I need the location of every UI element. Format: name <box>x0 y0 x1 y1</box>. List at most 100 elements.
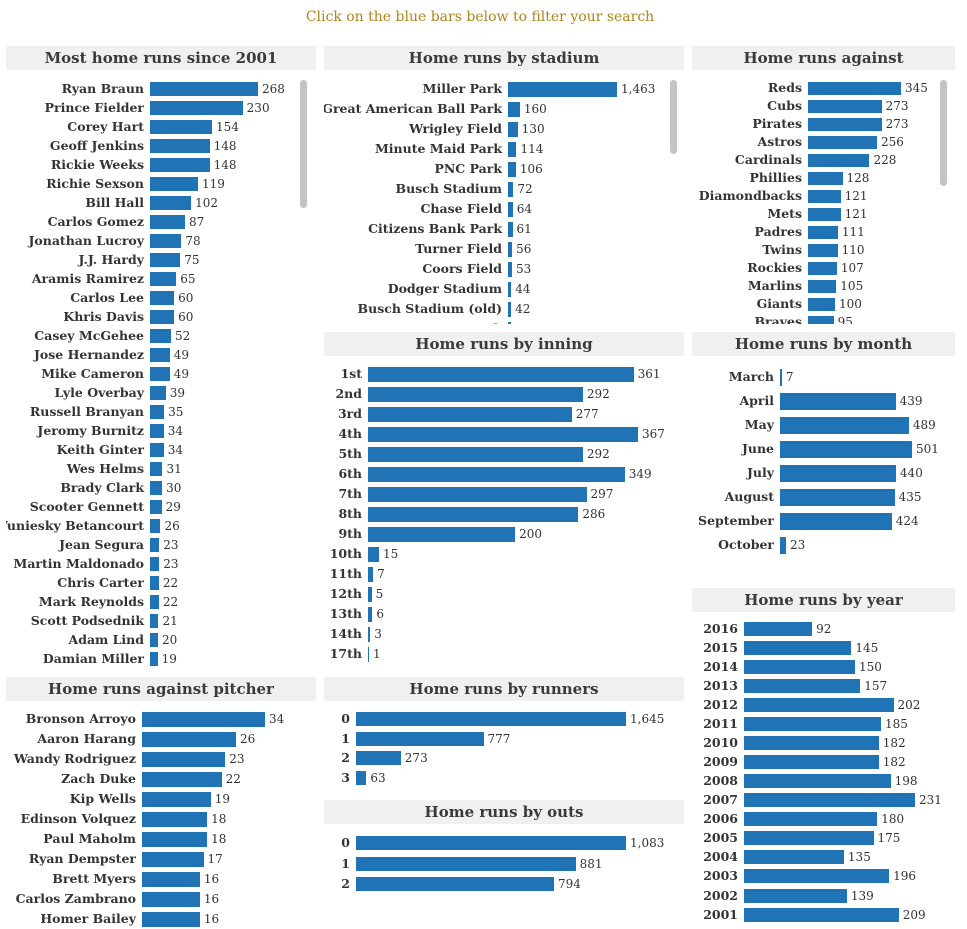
year-bar[interactable] <box>744 735 879 750</box>
players-bar[interactable] <box>150 651 158 666</box>
year-bar[interactable] <box>744 716 881 731</box>
players-bar[interactable] <box>150 119 213 134</box>
outs-bar[interactable] <box>356 836 626 851</box>
outs-bar[interactable] <box>356 877 554 892</box>
against-bar[interactable] <box>808 297 835 311</box>
players-bar[interactable] <box>150 594 159 609</box>
players-bar[interactable] <box>150 575 159 590</box>
against-bar[interactable] <box>808 189 841 203</box>
pitcher-bar[interactable] <box>142 851 204 867</box>
stadium-bar[interactable] <box>508 181 514 197</box>
year-bar[interactable] <box>744 755 879 770</box>
pitcher-bar[interactable] <box>142 771 222 787</box>
players-bar[interactable] <box>150 271 177 286</box>
players-bar[interactable] <box>150 157 210 172</box>
year-bar[interactable] <box>744 907 899 922</box>
year-bar[interactable] <box>744 678 861 693</box>
year-bar[interactable] <box>744 850 844 865</box>
against-bar[interactable] <box>808 153 870 167</box>
stadium-bar[interactable] <box>508 241 513 257</box>
inning-bar[interactable] <box>368 646 369 662</box>
pitcher-bar[interactable] <box>142 811 208 827</box>
against-bar[interactable] <box>808 99 882 113</box>
players-bar[interactable] <box>150 195 192 210</box>
year-bar[interactable] <box>744 774 891 789</box>
stadium-bar[interactable] <box>508 101 520 117</box>
pitcher-bar[interactable] <box>142 791 211 807</box>
inning-bar[interactable] <box>368 546 380 562</box>
inning-bar[interactable] <box>368 606 373 622</box>
runners-bar[interactable] <box>356 731 484 746</box>
players-bar[interactable] <box>150 309 175 324</box>
against-bar[interactable] <box>808 279 837 293</box>
against-bar[interactable] <box>808 81 901 95</box>
stadium-bar[interactable] <box>508 141 517 157</box>
pitcher-bar[interactable] <box>142 831 208 847</box>
players-bar[interactable] <box>150 423 164 438</box>
inning-bar[interactable] <box>368 486 587 502</box>
pitcher-bar[interactable] <box>142 891 200 907</box>
players-bar[interactable] <box>150 81 258 96</box>
players-bar[interactable] <box>150 138 210 153</box>
pitcher-bar[interactable] <box>142 911 200 927</box>
players-bar[interactable] <box>150 518 161 533</box>
against-bar[interactable] <box>808 135 877 149</box>
year-bar[interactable] <box>744 812 878 827</box>
stadium-bar[interactable] <box>508 301 512 317</box>
year-bar[interactable] <box>744 621 813 636</box>
players-bar[interactable] <box>150 385 166 400</box>
players-bar[interactable] <box>150 480 163 495</box>
year-bar[interactable] <box>744 697 894 712</box>
stadium-bar[interactable] <box>508 201 513 217</box>
inning-bar[interactable] <box>368 426 638 442</box>
against-bar[interactable] <box>808 243 838 257</box>
stadium-bar[interactable] <box>508 221 513 237</box>
players-bar[interactable] <box>150 328 171 343</box>
inning-bar[interactable] <box>368 446 583 462</box>
stadium-bar[interactable] <box>508 281 512 297</box>
month-bar[interactable] <box>780 536 787 554</box>
year-bar[interactable] <box>744 869 890 884</box>
month-bar[interactable] <box>780 488 895 506</box>
against-bar[interactable] <box>808 171 843 185</box>
inning-bar[interactable] <box>368 386 583 402</box>
against-bar[interactable] <box>808 261 837 275</box>
month-bar[interactable] <box>780 512 892 530</box>
players-bar[interactable] <box>150 461 163 476</box>
against-bar[interactable] <box>808 117 882 131</box>
stadium-scrollbar[interactable] <box>670 80 677 154</box>
inning-bar[interactable] <box>368 406 572 422</box>
runners-bar[interactable] <box>356 770 367 785</box>
month-bar[interactable] <box>780 392 896 410</box>
month-bar[interactable] <box>780 464 896 482</box>
players-bar[interactable] <box>150 632 159 647</box>
inning-bar[interactable] <box>368 626 371 642</box>
players-bar[interactable] <box>150 176 198 191</box>
inning-bar[interactable] <box>368 366 634 382</box>
stadium-bar[interactable] <box>508 161 516 177</box>
players-bar[interactable] <box>150 537 160 552</box>
players-bar[interactable] <box>150 214 186 229</box>
runners-bar[interactable] <box>356 751 401 766</box>
stadium-bar[interactable] <box>508 81 617 97</box>
stadium-bar[interactable] <box>508 261 512 277</box>
inning-bar[interactable] <box>368 466 625 482</box>
against-bar[interactable] <box>808 315 834 324</box>
outs-bar[interactable] <box>356 856 576 871</box>
pitcher-bar[interactable] <box>142 751 226 767</box>
players-bar[interactable] <box>150 366 170 381</box>
against-bar[interactable] <box>808 225 838 239</box>
stadium-bar[interactable] <box>508 121 518 137</box>
month-bar[interactable] <box>780 368 782 386</box>
players-bar[interactable] <box>150 556 160 571</box>
pitcher-bar[interactable] <box>142 871 200 887</box>
year-bar[interactable] <box>744 888 847 903</box>
pitcher-bar[interactable] <box>142 731 237 747</box>
against-scrollbar[interactable] <box>940 80 947 186</box>
players-bar[interactable] <box>150 233 182 248</box>
pitcher-bar[interactable] <box>142 711 265 727</box>
players-bar[interactable] <box>150 499 162 514</box>
players-scrollbar[interactable] <box>300 80 307 208</box>
inning-bar[interactable] <box>368 506 579 522</box>
year-bar[interactable] <box>744 831 874 846</box>
